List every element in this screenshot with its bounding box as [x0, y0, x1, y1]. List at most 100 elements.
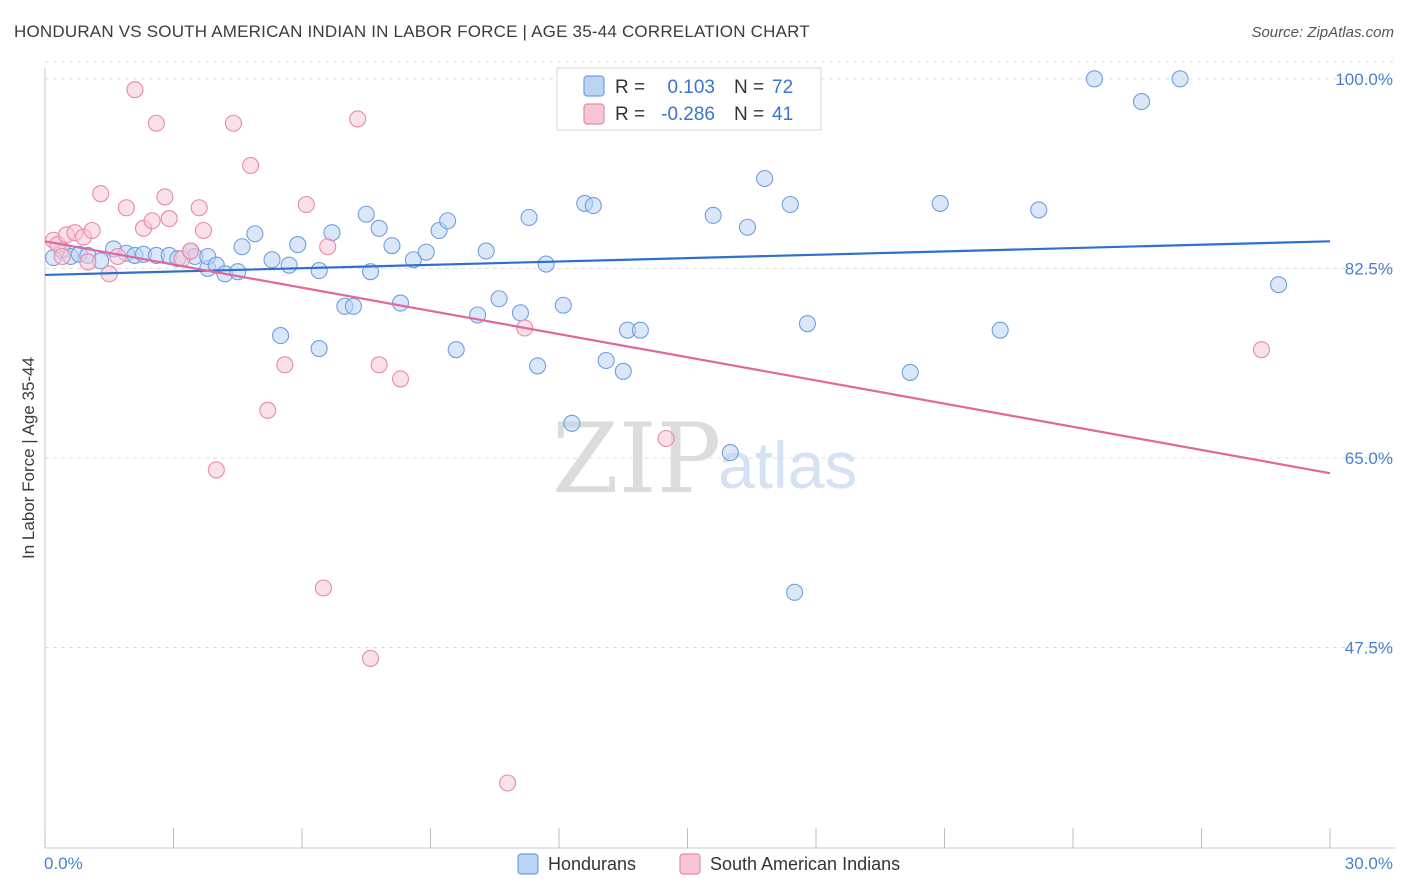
point-south-american-indians [126, 81, 144, 99]
legend-r-label-1: R = [615, 77, 645, 98]
point-south-american-indians [117, 199, 135, 217]
point-south-american-indians [391, 370, 410, 388]
point-south-american-indians [224, 114, 243, 132]
point-hondurans [323, 224, 341, 242]
point-hondurans [738, 218, 757, 236]
point-hondurans [391, 294, 410, 312]
point-south-american-indians [147, 114, 165, 132]
point-south-american-indians [319, 238, 337, 256]
point-south-american-indians [160, 210, 178, 228]
point-hondurans [1030, 201, 1048, 219]
legend-r-value-hondurans: 0.103 [667, 77, 715, 98]
point-south-american-indians [259, 401, 277, 419]
point-hondurans [404, 251, 422, 269]
bottom-legend-label-south-american-indians: South American Indians [710, 854, 900, 874]
point-hondurans [563, 414, 581, 432]
point-hondurans [798, 315, 816, 333]
point-south-american-indians [242, 156, 260, 175]
x-tick-label-max: 30.0% [1345, 854, 1393, 873]
point-hondurans [756, 169, 774, 188]
point-hondurans [447, 341, 465, 359]
point-hondurans [931, 194, 949, 212]
y-tick-label: 65.0% [1345, 449, 1393, 468]
point-south-american-indians [657, 429, 675, 448]
point-hondurans [310, 340, 328, 358]
point-hondurans [520, 208, 538, 227]
point-hondurans [233, 238, 251, 256]
point-hondurans [511, 304, 530, 322]
point-hondurans [786, 583, 804, 601]
legend-r-label-2: R = [615, 104, 645, 125]
legend-n-value-south-american-indians: 41 [772, 104, 793, 125]
point-south-american-indians [370, 356, 388, 374]
point-south-american-indians [207, 461, 225, 479]
point-hondurans [614, 362, 632, 380]
x-ticks [44, 828, 1331, 848]
point-hondurans [439, 212, 457, 230]
point-hondurans [263, 251, 281, 269]
data-points [45, 70, 1288, 792]
point-south-american-indians [276, 356, 294, 374]
point-south-american-indians [499, 774, 517, 792]
point-south-american-indians [79, 253, 97, 271]
point-hondurans [280, 256, 298, 274]
series-legend: Hondurans South American Indians [517, 853, 900, 875]
y-tick-labels: 47.5% 65.0% 82.5% 100.0% [1335, 70, 1393, 658]
y-axis-label: In Labor Force | Age 35-44 [19, 357, 38, 559]
correlation-legend: R = 0.103 N = 72 R = -0.286 N = 41 [556, 67, 822, 131]
point-hondurans [310, 262, 328, 280]
legend-n-label-2: N = [734, 104, 764, 125]
point-hondurans [490, 290, 508, 308]
chart-title: HONDURAN VS SOUTH AMERICAN INDIAN IN LAB… [14, 22, 810, 41]
gridlines [45, 61, 1395, 649]
legend-n-value-hondurans: 72 [772, 77, 793, 98]
point-south-american-indians [297, 195, 315, 214]
point-hondurans [704, 206, 722, 224]
bottom-legend-swatch-south-american-indians [679, 853, 701, 875]
point-hondurans [584, 197, 602, 215]
point-south-american-indians [361, 649, 380, 667]
x-tick-label-min: 0.0% [44, 854, 83, 873]
y-tick-label: 100.0% [1335, 70, 1393, 89]
trend-lines [44, 240, 1331, 475]
legend-swatch-south-american-indians [583, 103, 605, 125]
point-south-american-indians [194, 221, 213, 240]
bottom-legend-label-hondurans: Hondurans [548, 854, 636, 874]
source-credit: Source: ZipAtlas.com [1251, 24, 1394, 41]
point-south-american-indians [349, 110, 367, 128]
point-hondurans [781, 195, 799, 214]
point-hondurans [1085, 70, 1103, 88]
bottom-legend-swatch-hondurans [517, 853, 539, 875]
point-hondurans [537, 255, 555, 273]
point-hondurans [417, 243, 435, 261]
point-hondurans [361, 263, 380, 281]
point-hondurans [721, 444, 739, 462]
point-south-american-indians [190, 199, 208, 217]
legend-swatch-hondurans [583, 75, 605, 97]
point-hondurans [289, 236, 307, 254]
point-hondurans [477, 242, 495, 260]
point-hondurans [246, 225, 264, 243]
legend-n-label-1: N = [734, 77, 764, 98]
point-hondurans [597, 351, 615, 370]
point-south-american-indians [92, 185, 110, 203]
point-south-american-indians [53, 247, 71, 266]
point-hondurans [383, 237, 401, 255]
point-hondurans [529, 357, 547, 375]
point-hondurans [357, 205, 375, 223]
axes [44, 68, 1395, 849]
point-south-american-indians [143, 212, 161, 230]
legend-r-value-south-american-indians: -0.286 [661, 104, 715, 125]
point-south-american-indians [182, 242, 200, 260]
point-hondurans [272, 327, 290, 345]
point-hondurans [631, 321, 649, 339]
point-hondurans [554, 296, 572, 314]
point-hondurans [991, 321, 1009, 339]
point-hondurans [1132, 93, 1151, 111]
point-hondurans [370, 219, 388, 237]
y-tick-label: 47.5% [1345, 639, 1393, 658]
y-tick-label: 82.5% [1345, 259, 1393, 278]
point-south-american-indians [1252, 341, 1271, 359]
trend-line-south-american-indians [44, 240, 1331, 475]
